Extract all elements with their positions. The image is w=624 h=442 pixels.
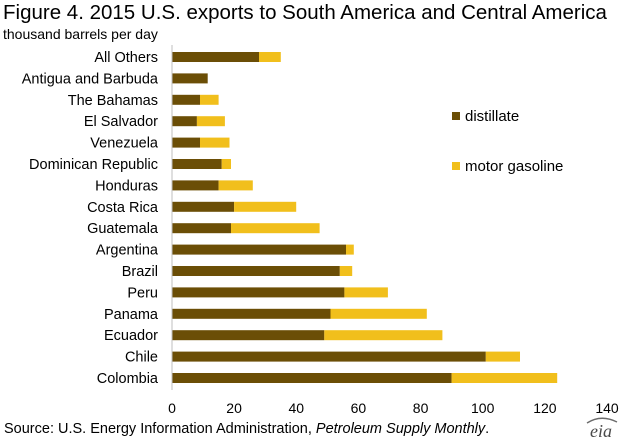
bar-the-bahamas-motor-gasoline bbox=[200, 94, 219, 105]
x-tick-label-120: 120 bbox=[533, 400, 557, 416]
bar-guatemala-motor-gasoline bbox=[231, 223, 320, 234]
bar-panama-motor-gasoline bbox=[330, 308, 427, 319]
category-label-costa-rica: Costa Rica bbox=[87, 200, 159, 216]
category-label-the-bahamas: The Bahamas bbox=[68, 93, 158, 109]
x-tick-label-40: 40 bbox=[289, 400, 305, 416]
bar-antigua-and-barbuda-distillate bbox=[172, 73, 208, 84]
source-prefix: Source: U.S. Energy Information Administ… bbox=[4, 421, 316, 437]
bar-honduras-distillate bbox=[172, 180, 219, 191]
bar-chile-motor-gasoline bbox=[485, 351, 520, 362]
category-label-guatemala: Guatemala bbox=[87, 221, 159, 237]
category-label-peru: Peru bbox=[127, 285, 158, 301]
category-label-dominican-republic: Dominican Republic bbox=[29, 157, 158, 173]
x-tick-label-100: 100 bbox=[471, 400, 495, 416]
legend-swatch-motor-gasoline bbox=[452, 162, 460, 170]
x-tick-label-60: 60 bbox=[351, 400, 367, 416]
category-label-all-others: All Others bbox=[94, 50, 158, 66]
eia-logo-icon: eia bbox=[586, 417, 618, 440]
bar-ecuador-distillate bbox=[172, 330, 325, 341]
legend-label-distillate: distillate bbox=[465, 108, 519, 125]
bar-ecuador-motor-gasoline bbox=[324, 330, 443, 341]
category-label-brazil: Brazil bbox=[122, 264, 158, 280]
source-suffix: . bbox=[485, 421, 490, 437]
legend-label-motor-gasoline: motor gasoline bbox=[465, 158, 563, 175]
bar-argentina-distillate bbox=[172, 244, 346, 255]
category-label-argentina: Argentina bbox=[96, 243, 159, 259]
x-tick-label-20: 20 bbox=[226, 400, 242, 416]
bar-chile-distillate bbox=[172, 351, 486, 362]
source-publication: Petroleum Supply Monthly bbox=[315, 421, 486, 437]
category-label-ecuador: Ecuador bbox=[104, 328, 158, 344]
bar-dominican-republic-distillate bbox=[172, 159, 222, 169]
logo-text: eia bbox=[590, 421, 612, 440]
bar-el-salvador-distillate bbox=[172, 116, 197, 127]
bar-dominican-republic-motor-gasoline bbox=[221, 159, 231, 169]
bar-costa-rica-motor-gasoline bbox=[234, 201, 297, 212]
bar-all-others-distillate bbox=[172, 52, 259, 62]
x-tick-label-0: 0 bbox=[168, 400, 176, 416]
x-tick-label-140: 140 bbox=[595, 400, 619, 416]
bar-colombia-distillate bbox=[172, 373, 452, 383]
bar-brazil-distillate bbox=[172, 266, 340, 276]
source-note: Source: U.S. Energy Information Administ… bbox=[4, 421, 489, 437]
legend-swatch-distillate bbox=[452, 112, 460, 120]
chart-subtitle: thousand barrels per day bbox=[3, 26, 158, 42]
bar-the-bahamas-distillate bbox=[172, 94, 200, 105]
bar-brazil-motor-gasoline bbox=[339, 266, 353, 276]
bar-venezuela-distillate bbox=[172, 137, 200, 148]
category-label-el-salvador: El Salvador bbox=[84, 114, 158, 130]
bar-all-others-motor-gasoline bbox=[259, 52, 281, 62]
bar-honduras-motor-gasoline bbox=[218, 180, 253, 191]
bar-costa-rica-distillate bbox=[172, 201, 235, 212]
bar-peru-motor-gasoline bbox=[344, 287, 388, 298]
x-tick-label-80: 80 bbox=[413, 400, 429, 416]
category-label-colombia: Colombia bbox=[97, 371, 159, 387]
bar-guatemala-distillate bbox=[172, 223, 231, 234]
category-label-honduras: Honduras bbox=[95, 178, 158, 194]
bar-el-salvador-motor-gasoline bbox=[196, 116, 225, 127]
category-label-venezuela: Venezuela bbox=[90, 136, 159, 152]
category-label-panama: Panama bbox=[104, 307, 159, 323]
chart-title: Figure 4. 2015 U.S. exports to South Ame… bbox=[3, 1, 607, 24]
bar-colombia-motor-gasoline bbox=[451, 373, 558, 383]
bar-panama-distillate bbox=[172, 308, 331, 319]
category-label-antigua-and-barbuda: Antigua and Barbuda bbox=[22, 71, 159, 87]
category-label-chile: Chile bbox=[125, 350, 158, 366]
bar-venezuela-motor-gasoline bbox=[200, 137, 230, 148]
bar-argentina-motor-gasoline bbox=[346, 244, 354, 255]
bar-peru-distillate bbox=[172, 287, 345, 298]
